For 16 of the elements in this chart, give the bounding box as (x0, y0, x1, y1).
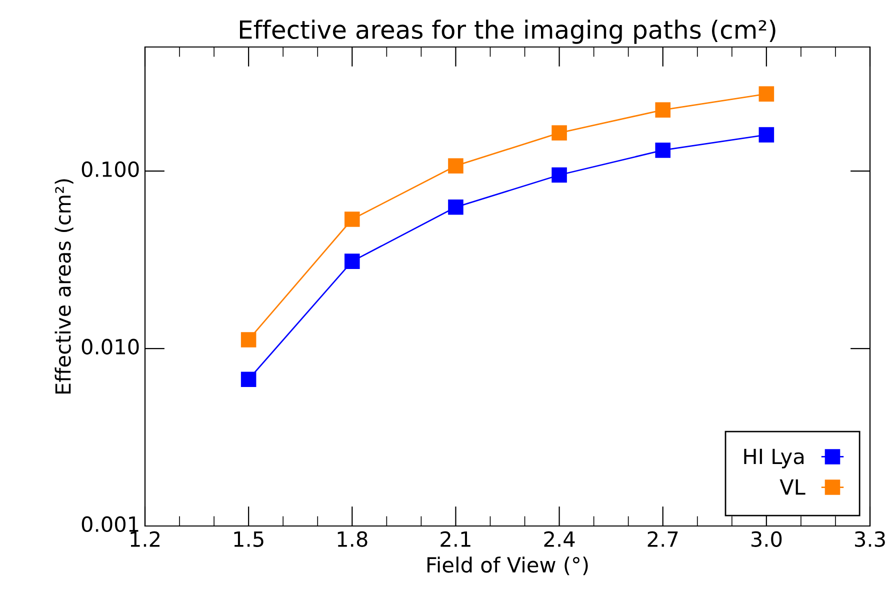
y-tick-label: 0.001 (82, 516, 138, 532)
x-tick-label: 1.2 (130, 531, 160, 547)
x-tick-label: 2.7 (648, 531, 678, 547)
x-tick-label: 1.8 (338, 531, 368, 547)
x-tick-label: 1.5 (234, 532, 264, 547)
y-tick-label: 0.010 (82, 338, 139, 355)
x-axis-title: Field of View (°) (427, 556, 588, 576)
x-tick-label: 2.4 (544, 531, 575, 547)
x-tick-label: 3.3 (855, 531, 885, 547)
legend-label: HI Lya (744, 448, 804, 468)
x-tick-label: 3.0 (751, 531, 782, 547)
legend-label: VL (780, 479, 806, 495)
y-axis-title: Effective areas (cm²) (54, 179, 74, 394)
chart-title: Effective areas for the imaging paths (cm²) (240, 20, 776, 44)
y-tick-label: 0.100 (82, 161, 139, 178)
x-tick-label: 2.1 (440, 531, 470, 547)
